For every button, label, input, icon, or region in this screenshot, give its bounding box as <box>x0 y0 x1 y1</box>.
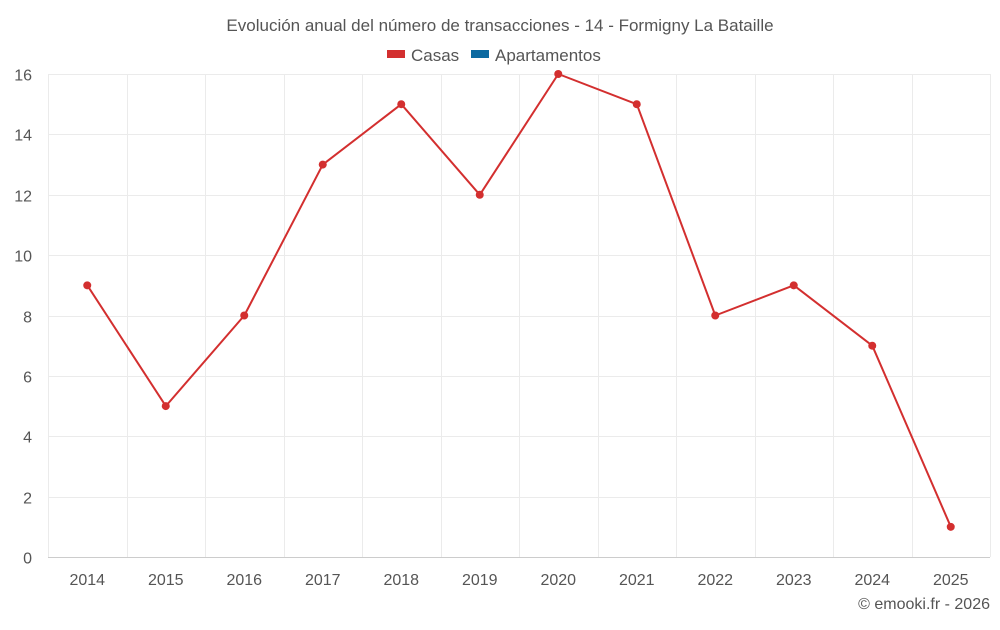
x-tick-label: 2019 <box>462 572 498 589</box>
data-point-casas[interactable] <box>789 281 798 290</box>
x-tick-label: 2015 <box>148 572 184 589</box>
legend-swatch-casas <box>387 50 405 58</box>
y-tick-label: 14 <box>14 128 32 145</box>
y-tick-label: 0 <box>23 551 32 568</box>
x-tick-label: 2022 <box>697 572 733 589</box>
data-point-casas[interactable] <box>946 522 955 531</box>
x-tick-label: 2024 <box>854 572 890 589</box>
data-point-casas[interactable] <box>161 402 170 411</box>
y-tick-label: 8 <box>23 310 32 327</box>
x-tick-label: 2017 <box>305 572 341 589</box>
x-tick-label: 2025 <box>933 572 969 589</box>
data-point-casas[interactable] <box>475 190 484 199</box>
y-tick-label: 16 <box>14 68 32 85</box>
y-tick-label: 10 <box>14 249 32 266</box>
x-tick-label: 2014 <box>69 572 105 589</box>
data-point-casas[interactable] <box>554 70 563 78</box>
legend-label-apartamentos[interactable]: Apartamentos <box>495 46 601 65</box>
y-tick-label: 2 <box>23 491 32 508</box>
series-layer <box>83 70 955 531</box>
x-gridlines <box>48 74 991 557</box>
x-tick-label: 2018 <box>383 572 419 589</box>
legend-swatch-apartamentos <box>471 50 489 58</box>
y-tick-label: 4 <box>23 430 32 447</box>
chart-title: Evolución anual del número de transaccio… <box>226 16 773 35</box>
x-tick-label: 2020 <box>540 572 576 589</box>
x-tick-label: 2023 <box>776 572 812 589</box>
y-axis-ticks: 0 2 4 6 8 10 12 14 16 <box>14 68 32 568</box>
x-tick-label: 2016 <box>226 572 262 589</box>
data-point-casas[interactable] <box>397 100 406 109</box>
y-tick-label: 6 <box>23 370 32 387</box>
series-line-casas <box>86 73 952 528</box>
y-tick-label: 12 <box>14 189 32 206</box>
x-tick-label: 2021 <box>619 572 655 589</box>
legend-label-casas[interactable]: Casas <box>411 46 459 65</box>
data-point-casas[interactable] <box>240 311 249 320</box>
x-axis-ticks: 2014 2015 2016 2017 2018 2019 2020 2021 2022 2023… <box>69 572 968 589</box>
data-point-casas[interactable] <box>868 341 877 350</box>
credit-text: © emooki.fr - 2026 <box>858 596 990 613</box>
data-point-casas[interactable] <box>711 311 720 320</box>
data-point-casas[interactable] <box>632 100 641 109</box>
data-point-casas[interactable] <box>318 160 327 169</box>
legend[interactable]: Casas Apartamentos <box>387 46 601 65</box>
data-point-casas[interactable] <box>83 281 92 290</box>
